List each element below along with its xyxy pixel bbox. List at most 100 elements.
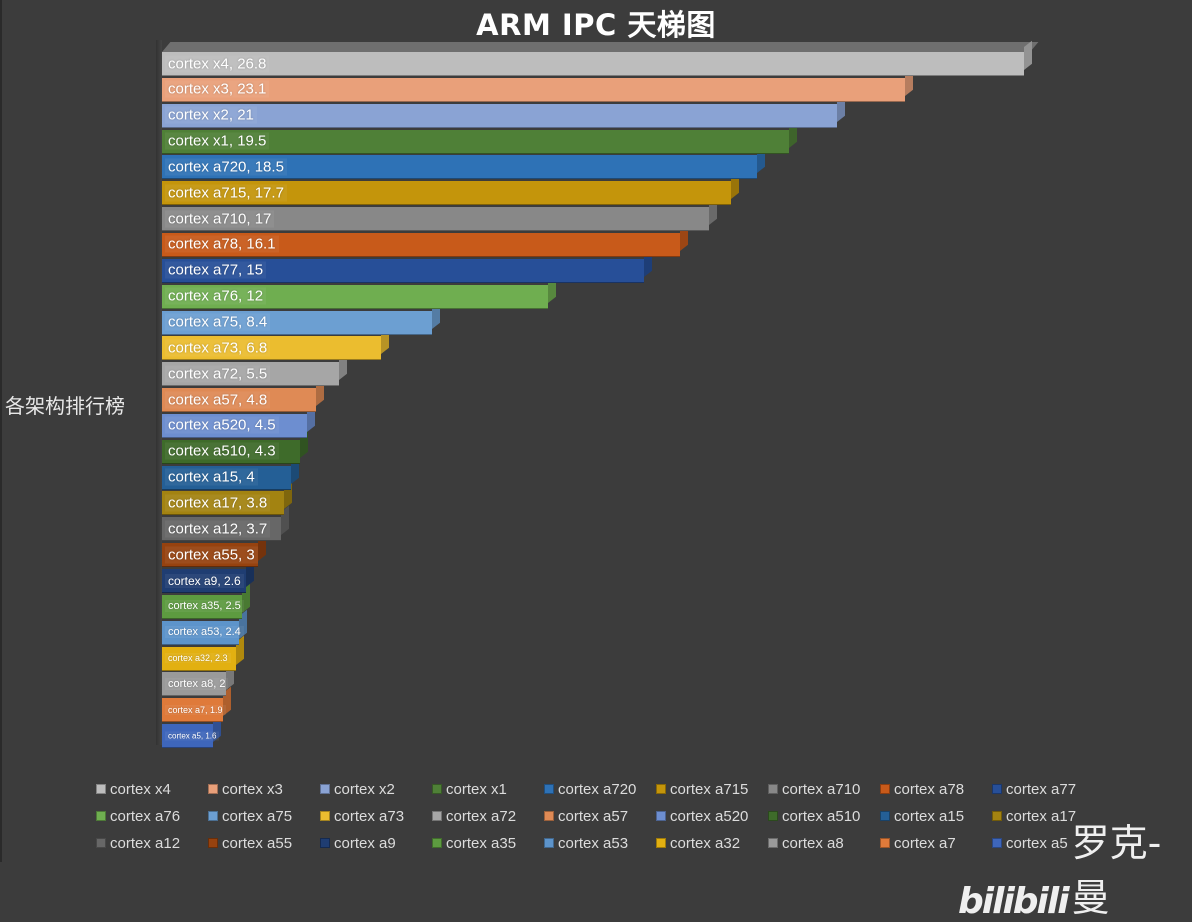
data-label: cortex a5, 1.6 <box>165 731 220 741</box>
bar-cortex-a77: cortex a77, 15 <box>162 247 652 283</box>
bar-cortex-a75: cortex a75, 8.4 <box>162 299 440 335</box>
bar-cortex-a7: cortex a7, 1.9 <box>162 686 231 723</box>
legend-label: cortex a76 <box>110 807 181 825</box>
bar-cortex-a520: cortex a520, 4.5 <box>162 402 315 438</box>
data-label: cortex a9, 2.6 <box>165 573 244 588</box>
bar-cortex-x4: cortex x4, 26.8 <box>162 40 1032 76</box>
legend-swatch-icon <box>656 811 666 821</box>
legend-label: cortex a520 <box>670 807 749 825</box>
legend-swatch-icon <box>544 811 554 821</box>
data-label: cortex x4, 26.8 <box>165 55 270 72</box>
legend: cortex x4 cortex x3 cortex x2 cortex x1 cort… <box>96 780 1096 852</box>
legend-item: cortex a720 <box>544 780 656 798</box>
watermark: bilibili 罗克-曼 <box>958 812 1192 922</box>
legend-swatch-icon <box>992 784 1002 794</box>
bar-cortex-a35: cortex a35, 2.5 <box>162 583 250 619</box>
bar-cortex-a5: cortex a5, 1.6 <box>162 712 221 749</box>
legend-item: cortex a12 <box>96 834 208 852</box>
bar-cortex-a17: cortex a17, 3.8 <box>162 480 292 516</box>
bar-side-face <box>1024 40 1032 70</box>
bar-cortex-a510: cortex a510, 4.3 <box>162 428 308 464</box>
bar-cortex-a32: cortex a32, 2.3 <box>162 635 244 671</box>
legend-label: cortex a715 <box>670 780 749 798</box>
bar-cortex-a72: cortex a72, 5.5 <box>162 350 347 387</box>
data-label: cortex x2, 21 <box>165 106 257 124</box>
bar-top-face <box>162 42 1039 52</box>
legend-swatch-icon <box>208 811 218 821</box>
legend-label: cortex a12 <box>110 834 181 852</box>
legend-item: cortex x1 <box>432 780 544 798</box>
legend-swatch-icon <box>992 811 1002 821</box>
legend-label: cortex x4 <box>110 780 171 798</box>
legend-label: cortex a75 <box>222 807 293 825</box>
legend-label: cortex a35 <box>446 834 517 852</box>
legend-swatch-icon <box>768 838 778 848</box>
data-label: cortex a7, 1.9 <box>165 704 226 715</box>
legend-label: cortex a7 <box>894 834 956 852</box>
data-label: cortex a57, 4.8 <box>165 391 271 409</box>
legend-label: cortex x2 <box>334 780 395 798</box>
legend-label: cortex a72 <box>446 807 517 825</box>
legend-swatch-icon <box>656 784 666 794</box>
bar-cortex-a78: cortex a78, 16.1 <box>162 221 688 257</box>
legend-swatch-icon <box>432 811 442 821</box>
legend-item: cortex a72 <box>432 807 544 825</box>
legend-swatch-icon <box>768 784 778 794</box>
data-label: cortex a76, 12 <box>165 287 267 305</box>
legend-swatch-icon <box>432 784 442 794</box>
legend-swatch-icon <box>432 838 442 848</box>
legend-swatch-icon <box>656 838 666 848</box>
legend-label: cortex a720 <box>558 780 637 798</box>
y-axis-label: 各架构排行榜 <box>5 394 125 418</box>
legend-label: cortex a17 <box>1006 807 1077 825</box>
data-label: cortex a12, 3.7 <box>165 520 271 538</box>
data-label: cortex a55, 3 <box>165 546 258 564</box>
legend-item: cortex a17 <box>992 807 1104 825</box>
data-label: cortex a78, 16.1 <box>165 235 279 253</box>
legend-swatch-icon <box>96 838 106 848</box>
legend-item: cortex a7 <box>880 834 992 852</box>
legend-label: cortex x3 <box>222 780 283 798</box>
legend-swatch-icon <box>96 811 106 821</box>
legend-label: cortex a5 <box>1006 834 1068 852</box>
legend-label: cortex x1 <box>446 780 507 798</box>
legend-swatch-icon <box>320 838 330 848</box>
legend-label: cortex a55 <box>222 834 293 852</box>
legend-item: cortex a710 <box>768 780 880 798</box>
legend-swatch-icon <box>208 838 218 848</box>
data-label: cortex a17, 3.8 <box>165 494 271 512</box>
legend-swatch-icon <box>880 838 890 848</box>
data-label: cortex a53, 2.4 <box>165 626 244 639</box>
legend-item: cortex a5 <box>992 834 1104 852</box>
legend-item: cortex a57 <box>544 807 656 825</box>
legend-label: cortex a73 <box>334 807 405 825</box>
bar-cortex-a8: cortex a8, 2 <box>162 661 234 697</box>
bar-cortex-a15: cortex a15, 4 <box>162 454 299 490</box>
legend-item: cortex a78 <box>880 780 992 798</box>
data-label: cortex a77, 15 <box>165 261 267 279</box>
bar-cortex-a73: cortex a73, 6.8 <box>162 325 389 361</box>
bar-cortex-a57: cortex a57, 4.8 <box>162 376 324 413</box>
legend-swatch-icon <box>320 784 330 794</box>
data-label: cortex a715, 17.7 <box>165 184 287 202</box>
legend-item: cortex x4 <box>96 780 208 798</box>
legend-label: cortex a710 <box>782 780 861 798</box>
legend-swatch-icon <box>544 838 554 848</box>
data-label: cortex x3, 23.1 <box>165 80 270 98</box>
legend-item: cortex a35 <box>432 834 544 852</box>
legend-item: cortex a510 <box>768 807 880 825</box>
chart-title: ARM IPC 天梯图 <box>476 8 716 42</box>
legend-item: cortex a73 <box>320 807 432 825</box>
bar-cortex-a9: cortex a9, 2.6 <box>162 557 254 593</box>
legend-swatch-icon <box>208 784 218 794</box>
data-label: cortex a520, 4.5 <box>165 416 279 434</box>
data-label: cortex a720, 18.5 <box>165 158 287 176</box>
bilibili-logo: bilibili <box>958 881 1070 922</box>
legend-item: cortex a8 <box>768 834 880 852</box>
legend-swatch-icon <box>320 811 330 821</box>
axis-wall <box>156 40 162 745</box>
legend-swatch-icon <box>880 784 890 794</box>
bar-cortex-x1: cortex x1, 19.5 <box>162 118 797 154</box>
legend-swatch-icon <box>992 838 1002 848</box>
data-label: cortex a8, 2 <box>165 677 229 690</box>
